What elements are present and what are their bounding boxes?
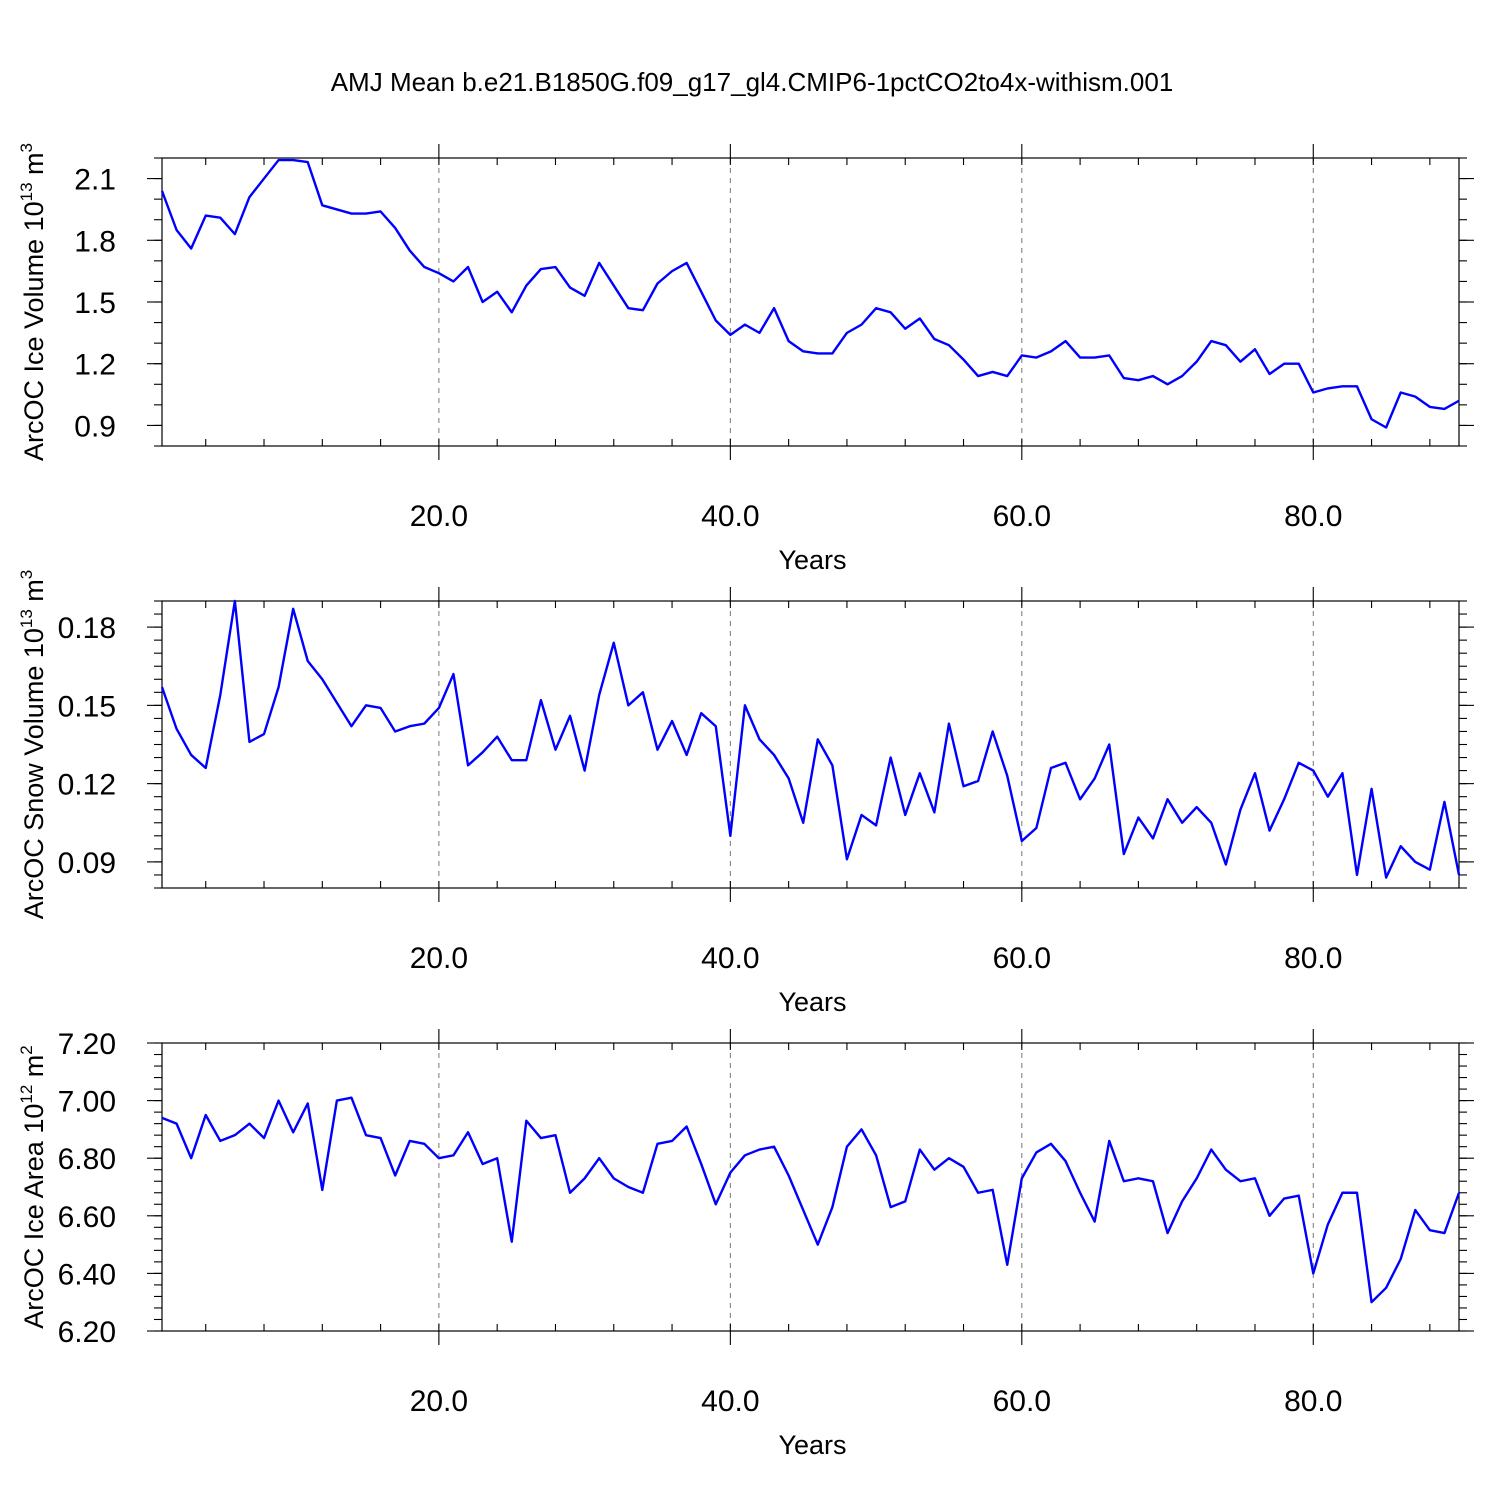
- y-axis-label-ylabel: ArcOC Snow Volume 10: [19, 628, 49, 919]
- chart-panels: 20.0 40.0 60.0 80.0 0.9 1.2 1.5 1.8 2.1 Years ArcO…: [17, 143, 1474, 1460]
- x-tick-label: 80.0: [1284, 500, 1342, 533]
- y-tick-label: 0.18: [58, 612, 116, 645]
- x-tick-label: 80.0: [1284, 942, 1342, 975]
- y-axis-label: ArcOC Ice Volume 1013 m3: [17, 143, 49, 461]
- x-tick-label: 20.0: [410, 500, 468, 533]
- y-axis-label-ylabel-exponent: 13: [17, 182, 36, 201]
- x-tick-label: 60.0: [993, 1385, 1051, 1418]
- y-axis-label-ylabel-unit: m: [19, 152, 49, 182]
- y-tick-label: 0.12: [58, 769, 116, 802]
- y-axis-label-ylabel-unit: m: [19, 579, 49, 609]
- plot-frame-ice-area: [161, 1042, 1460, 1332]
- x-axis-label: Years: [778, 1430, 846, 1460]
- y-tick-label: 6.20: [58, 1316, 116, 1349]
- y-axis-label-ylabel-unit-exponent: 3: [17, 143, 36, 152]
- y-axis-label-ylabel-exponent: 12: [17, 1085, 36, 1104]
- x-tick-label: 20.0: [410, 942, 468, 975]
- y-tick-label: 0.9: [74, 410, 116, 443]
- y-tick-label: 6.40: [58, 1258, 116, 1291]
- panel-ice-volume: 20.0 40.0 60.0 80.0 0.9 1.2 1.5 1.8 2.1 Years ArcO…: [17, 143, 1474, 575]
- y-tick-label: 6.60: [58, 1201, 116, 1234]
- series-line-ice-volume: [160, 158, 1460, 429]
- series-line-ice-area: [161, 1096, 1461, 1304]
- x-tick-label: 60.0: [993, 500, 1051, 533]
- y-axis-label-ylabel: ArcOC Ice Volume 10: [19, 201, 49, 461]
- x-axis-label: Years: [778, 545, 846, 575]
- y-tick-label: 0.15: [58, 690, 116, 723]
- x-tick-label: 60.0: [993, 942, 1051, 975]
- panel-ice-area: 20.0 40.0 60.0 80.0 6.20 6.40 6.60 6.80 7.00 7.20…: [17, 1028, 1474, 1460]
- x-axis-label: Years: [778, 987, 846, 1017]
- y-tick-label: 1.2: [74, 349, 116, 382]
- y-axis-label-ylabel-exponent: 13: [17, 609, 36, 628]
- y-axis-label-ylabel-unit-exponent: 2: [17, 1045, 36, 1054]
- y-tick-label: 7.20: [58, 1028, 116, 1061]
- y-tick-label: 6.80: [58, 1143, 116, 1176]
- y-tick-label: 7.00: [58, 1086, 116, 1119]
- y-axis-label-ylabel-unit-exponent: 3: [17, 570, 36, 579]
- y-axis-label-ylabel: ArcOC Ice Area 10: [19, 1104, 49, 1329]
- y-axis-label: ArcOC Snow Volume 1013 m3: [17, 570, 49, 920]
- y-axis-label: ArcOC Ice Area 1012 m2: [17, 1045, 49, 1329]
- chart-title: AMJ Mean b.e21.B1850G.f09_g17_gl4.CMIP6-…: [331, 67, 1174, 97]
- y-tick-label: 1.5: [74, 287, 116, 320]
- y-tick-label: 0.09: [58, 847, 116, 880]
- plot-frame-ice-volume: [161, 157, 1460, 447]
- series-line-snow-volume: [160, 599, 1461, 879]
- x-tick-label: 40.0: [701, 1385, 759, 1418]
- x-tick-label: 40.0: [701, 942, 759, 975]
- y-tick-label: 2.1: [74, 164, 116, 197]
- plot-frame-snow-volume: [161, 600, 1460, 889]
- y-tick-label: 1.8: [74, 225, 116, 258]
- x-tick-label: 20.0: [410, 1385, 468, 1418]
- x-tick-label: 40.0: [701, 500, 759, 533]
- panel-snow-volume: 20.0 40.0 60.0 80.0 0.09 0.12 0.15 0.18 Years Arc…: [17, 570, 1474, 1017]
- y-axis-label-ylabel-unit: m: [19, 1055, 49, 1085]
- x-tick-label: 80.0: [1284, 1385, 1342, 1418]
